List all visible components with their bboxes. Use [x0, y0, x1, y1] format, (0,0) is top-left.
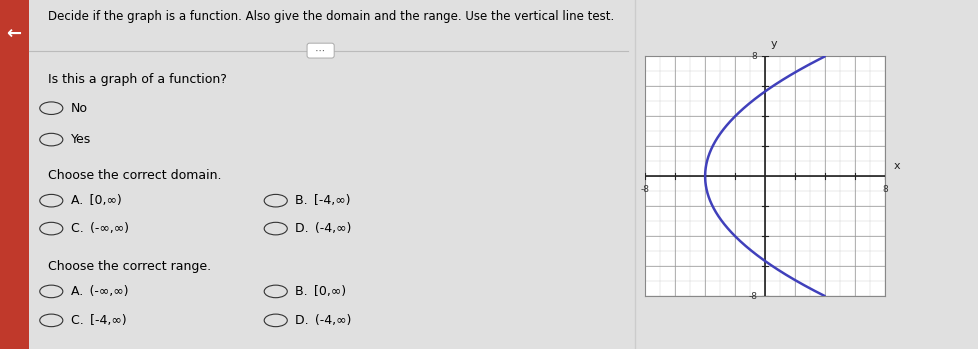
Text: ⋯: ⋯ [309, 46, 332, 55]
Text: -8: -8 [748, 292, 757, 301]
Text: x: x [893, 161, 900, 171]
Text: 8: 8 [881, 185, 887, 194]
Text: C. (-∞,∞): C. (-∞,∞) [70, 222, 128, 235]
Text: No: No [70, 102, 87, 115]
Text: A. (-∞,∞): A. (-∞,∞) [70, 285, 128, 298]
Text: Choose the correct range.: Choose the correct range. [48, 260, 211, 273]
Text: B. [-4,∞): B. [-4,∞) [294, 194, 350, 207]
Text: ←: ← [7, 24, 22, 43]
Bar [0, 0, 28, 349]
Text: Choose the correct domain.: Choose the correct domain. [48, 169, 221, 182]
Text: 8: 8 [751, 52, 757, 61]
Text: D. (-4,∞): D. (-4,∞) [294, 222, 351, 235]
Text: -8: -8 [640, 185, 649, 194]
Text: Yes: Yes [70, 133, 91, 146]
Text: D. (-4,∞): D. (-4,∞) [294, 314, 351, 327]
Text: C. [-4,∞): C. [-4,∞) [70, 314, 126, 327]
Text: y: y [770, 39, 777, 49]
Text: Decide if the graph is a function. Also give the domain and the range. Use the v: Decide if the graph is a function. Also … [48, 10, 614, 23]
Text: A. [0,∞): A. [0,∞) [70, 194, 121, 207]
Text: Is this a graph of a function?: Is this a graph of a function? [48, 73, 227, 86]
Text: B. [0,∞): B. [0,∞) [294, 285, 346, 298]
